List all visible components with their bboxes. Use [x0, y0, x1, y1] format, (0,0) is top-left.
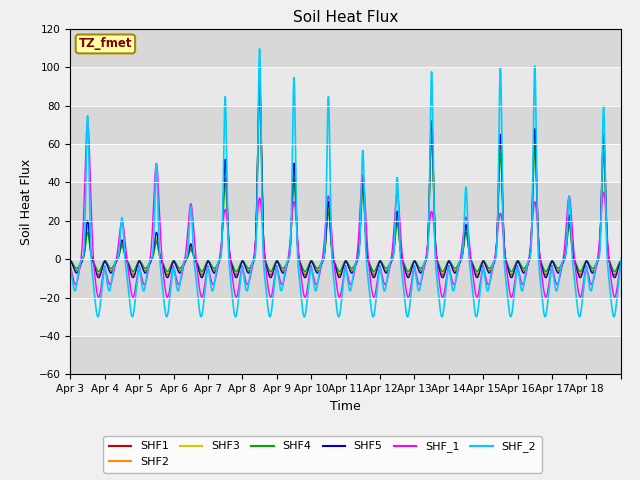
SHF5	[67, 258, 74, 264]
SHF_1	[84, 118, 92, 124]
SHF1	[396, 239, 403, 244]
SHF4	[256, 93, 264, 99]
SHF_2	[497, 70, 504, 75]
Legend: SHF1, SHF2, SHF3, SHF4, SHF5, SHF_1, SHF_2: SHF1, SHF2, SHF3, SHF4, SHF5, SHF_1, SHF…	[104, 436, 541, 472]
Bar	[70, 336, 621, 374]
SHF1	[617, 256, 625, 262]
SHF2	[366, 264, 374, 270]
SHF4	[67, 257, 74, 263]
SHF3	[497, 149, 504, 155]
SHF_2	[180, 258, 188, 264]
SHF4	[164, 269, 172, 275]
Line: SHF2: SHF2	[70, 83, 621, 276]
SHF1	[67, 258, 74, 264]
SHF_2	[524, 260, 532, 265]
Bar	[70, 67, 621, 106]
SHF_1	[67, 264, 74, 269]
SHF2	[164, 273, 172, 279]
Line: SHF4: SHF4	[70, 96, 621, 272]
SHF1	[538, 263, 546, 269]
SHF_2	[366, 296, 374, 302]
SHF2	[256, 80, 264, 85]
SHF_1	[181, 257, 189, 263]
SHF2	[180, 260, 188, 265]
SHF2	[617, 256, 625, 262]
SHF_2	[67, 264, 74, 270]
Line: SHF1: SHF1	[70, 86, 621, 275]
SHF1	[256, 84, 264, 89]
Bar	[70, 221, 621, 259]
SHF5	[366, 265, 374, 271]
SHF_1	[538, 274, 546, 279]
Y-axis label: Soil Heat Flux: Soil Heat Flux	[20, 158, 33, 245]
SHF3	[617, 256, 625, 262]
Bar	[70, 298, 621, 336]
SHF3	[67, 257, 74, 263]
Line: SHF5: SHF5	[70, 79, 621, 277]
SHF1	[497, 143, 504, 149]
SHF2	[67, 258, 74, 264]
Text: TZ_fmet: TZ_fmet	[79, 37, 132, 50]
SHF5	[497, 133, 504, 139]
SHF2	[396, 238, 403, 243]
SHF5	[180, 260, 188, 266]
SHF5	[617, 256, 625, 262]
SHF_1	[366, 275, 374, 280]
SHF3	[164, 270, 172, 276]
SHF_2	[301, 314, 308, 320]
Line: SHF3: SHF3	[70, 92, 621, 273]
SHF5	[538, 264, 546, 270]
Bar	[70, 182, 621, 221]
SHF3	[538, 262, 546, 268]
Line: SHF_1: SHF_1	[70, 121, 621, 297]
Bar	[70, 106, 621, 144]
SHF5	[256, 76, 264, 82]
SHF_1	[617, 256, 625, 262]
SHF3	[524, 261, 532, 266]
SHF3	[366, 263, 374, 268]
SHF4	[396, 241, 403, 247]
SHF3	[396, 240, 403, 246]
Bar	[70, 29, 621, 67]
SHF1	[180, 259, 188, 265]
X-axis label: Time: Time	[330, 400, 361, 413]
SHF3	[180, 259, 188, 265]
SHF2	[538, 264, 546, 269]
SHF2	[497, 139, 504, 145]
SHF_1	[524, 263, 532, 268]
SHF1	[524, 261, 532, 267]
SHF_2	[256, 46, 264, 52]
SHF4	[497, 152, 504, 158]
SHF5	[396, 236, 403, 242]
SHF_2	[396, 238, 403, 243]
SHF4	[524, 260, 532, 266]
SHF4	[617, 256, 625, 262]
Bar	[70, 259, 621, 298]
SHF_2	[538, 294, 546, 300]
SHF5	[524, 262, 532, 268]
SHF3	[256, 89, 264, 95]
SHF5	[164, 275, 172, 280]
SHF2	[524, 262, 532, 267]
Title: Soil Heat Flux: Soil Heat Flux	[293, 10, 398, 25]
SHF_1	[129, 294, 137, 300]
SHF_2	[617, 256, 625, 262]
SHF1	[366, 264, 374, 269]
SHF_1	[396, 215, 403, 221]
SHF4	[538, 262, 546, 267]
SHF1	[164, 272, 172, 277]
SHF4	[180, 259, 188, 264]
Bar	[70, 144, 621, 182]
Line: SHF_2: SHF_2	[70, 49, 621, 317]
SHF4	[366, 262, 374, 268]
SHF_1	[497, 211, 504, 216]
